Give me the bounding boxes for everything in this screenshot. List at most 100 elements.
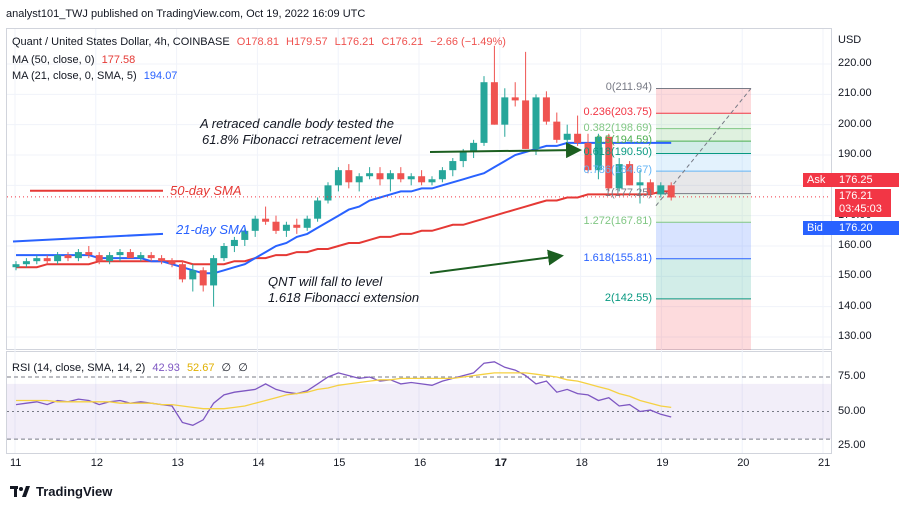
- candle-body: [106, 255, 114, 262]
- candle-body: [386, 173, 394, 180]
- fall-annotation: QNT will fall to level 1.618 Fibonacci e…: [268, 274, 419, 306]
- currency-label: USD: [838, 34, 862, 46]
- fib-level-label: 0.236(203.75): [583, 106, 653, 119]
- candle-body: [501, 97, 509, 125]
- candle-body: [605, 136, 613, 189]
- candle-body: [428, 179, 436, 183]
- fib-zone: [656, 128, 751, 142]
- candle-body: [397, 173, 405, 180]
- candle-body: [210, 258, 218, 286]
- candle-body: [532, 97, 540, 149]
- high-value: H179.57: [286, 36, 328, 48]
- ma21-legend[interactable]: MA (21, close, 0, SMA, 5) 194.07: [12, 70, 181, 82]
- fib-level-label: 2(142.55): [604, 291, 652, 304]
- candle-body: [355, 176, 363, 183]
- tradingview-footer[interactable]: TradingView: [10, 484, 112, 499]
- candle-body: [282, 224, 290, 231]
- fib-zone: [656, 141, 751, 154]
- sma50-label: 50-day SMA: [170, 183, 242, 198]
- price-tick-label: 210.00: [838, 87, 872, 100]
- candle-body: [251, 218, 259, 231]
- fib-zone: [656, 193, 751, 223]
- sma50-line: [16, 190, 672, 269]
- candle-body: [189, 270, 197, 280]
- candle-body: [594, 136, 602, 171]
- fib-zone: [656, 88, 751, 114]
- time-tick-label: 15: [333, 457, 346, 469]
- candle-body: [418, 176, 426, 183]
- bid-tag: Bid 176.20: [803, 221, 899, 235]
- open-value: O178.81: [236, 36, 279, 48]
- rsi-sma-line: [16, 372, 672, 410]
- rsi-line: [15, 361, 672, 426]
- ma21-label: MA (21, close, 0, SMA, 5): [12, 70, 137, 82]
- brand-name: TradingView: [36, 484, 113, 499]
- fib-level-label: 1(177.25): [604, 186, 652, 199]
- sma21-legend-line: [12, 232, 164, 243]
- ask-value: 176.25: [839, 174, 873, 186]
- candle-body: [303, 218, 311, 228]
- time-tick-label: 18: [575, 457, 588, 469]
- candle-body: [376, 173, 384, 180]
- change-value: −2.66 (−1.49%): [430, 36, 506, 48]
- rsi-value: 42.93: [152, 362, 180, 374]
- fib-level-label: 0.382(198.69): [583, 121, 653, 134]
- sma21-label: 21-day SMA: [176, 222, 248, 237]
- symbol-name[interactable]: Quant / United States Dollar, 4h, COINBA…: [12, 36, 230, 48]
- bid-label: Bid: [807, 222, 823, 234]
- candle-body: [345, 170, 353, 183]
- price-tick-label: 190.00: [838, 148, 872, 160]
- publish-info: analyst101_TWJ published on TradingView.…: [6, 8, 366, 20]
- candle-body: [22, 261, 30, 265]
- fib-zone: [656, 298, 751, 350]
- fall-line-2: 1.618 Fibonacci extension: [268, 290, 420, 305]
- time-tick-label: 14: [252, 457, 265, 469]
- candle-body: [522, 100, 530, 149]
- candle-body: [407, 176, 415, 180]
- candle-body: [199, 270, 207, 286]
- time-tick-label: 20: [737, 457, 750, 469]
- last-price-tag: 176.21 03:45:03: [835, 189, 891, 217]
- ask-label: Ask: [807, 174, 826, 186]
- candle-body: [470, 142, 478, 152]
- candle-body: [449, 161, 457, 171]
- close-value: C176.21: [381, 36, 424, 48]
- price-tick-label: 200.00: [838, 117, 872, 130]
- ask-tag: Ask 176.25: [803, 173, 899, 187]
- fib-level-label: 1.618(155.81): [583, 251, 653, 264]
- candle-body: [324, 185, 332, 201]
- symbol-legend: Quant / United States Dollar, 4h, COINBA…: [12, 36, 510, 48]
- candle-body: [646, 182, 654, 195]
- rsi-label: RSI (14, close, SMA, 14, 2): [12, 362, 146, 374]
- price-tick-label: 160.00: [838, 239, 872, 251]
- time-tick-label: 12: [90, 457, 104, 469]
- candle-body: [615, 164, 623, 189]
- candle-body: [12, 264, 20, 268]
- rsi-tick-label: 25.00: [838, 439, 866, 451]
- rsi-na-2: ∅: [238, 362, 248, 374]
- candle-body: [293, 224, 301, 228]
- fib-level-label: 0.618(190.50): [583, 146, 653, 159]
- retrace-annotation: A retraced candle body tested the 61.8% …: [200, 116, 401, 148]
- fib-level-label: 1.272(167.81): [583, 215, 653, 228]
- candle-body: [574, 133, 582, 143]
- time-tick-label: 13: [171, 457, 184, 469]
- tradingview-logo-icon: [10, 485, 30, 497]
- candle-body: [262, 218, 270, 222]
- rsi-legend[interactable]: RSI (14, close, SMA, 14, 2) 42.93 52.67 …: [12, 361, 252, 374]
- candle-body: [54, 255, 62, 262]
- ma50-legend[interactable]: MA (50, close, 0) 177.58: [12, 54, 139, 66]
- candle-body: [314, 200, 322, 219]
- candle-countdown: 03:45:03: [839, 203, 882, 215]
- sma21-line: [16, 141, 672, 275]
- candle-body: [168, 261, 176, 265]
- fib-zone: [656, 258, 751, 299]
- time-tick-label: 11: [10, 457, 22, 469]
- candle-body: [74, 252, 82, 259]
- retrace-line-2: 61.8% Fibonacci retracement level: [202, 132, 402, 147]
- candle-body: [553, 121, 561, 140]
- low-value: L176.21: [334, 36, 375, 48]
- fib-level-label: 0.5(194.59): [595, 134, 652, 147]
- rsi-na-1: ∅: [221, 362, 232, 374]
